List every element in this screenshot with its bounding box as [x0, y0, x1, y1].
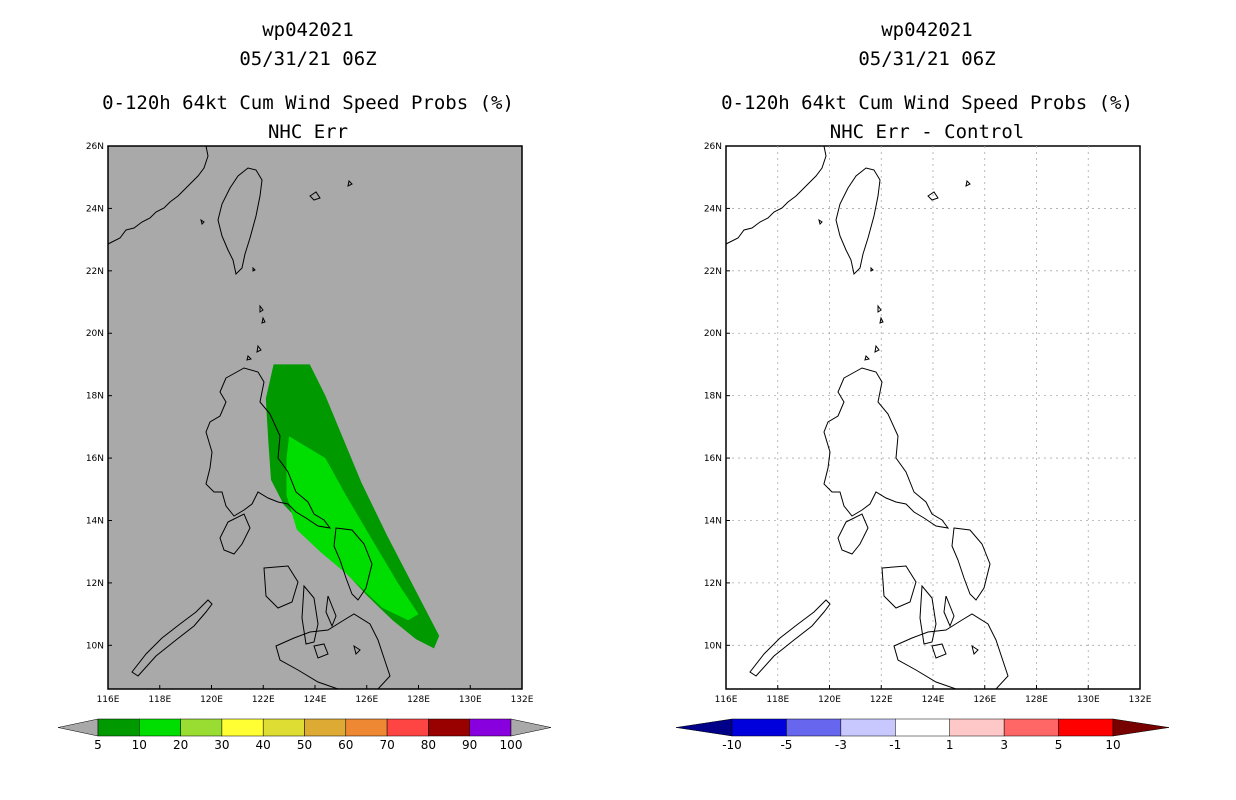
lon-tick-label: 126E: [973, 695, 996, 705]
lon-tick-label: 126E: [355, 695, 378, 705]
lat-tick-label: 16N: [86, 454, 104, 464]
right-gridlines: [726, 146, 1140, 689]
lon-tick-label: 116E: [97, 695, 120, 705]
lon-tick-label: 122E: [870, 695, 893, 705]
lon-tick-label: 120E: [818, 695, 841, 705]
colorbar-over-triangle: [510, 718, 552, 737]
colorbar-under-triangle: [57, 718, 99, 737]
colorbar-label: 40: [256, 738, 271, 752]
colorbar-label: -10: [722, 738, 742, 752]
left-lat-axis: 26N 24N 22N 20N 18N 16N 14N 12N 10N: [86, 142, 112, 651]
colorbar-label: 20: [173, 738, 188, 752]
lon-tick-label: 130E: [459, 695, 482, 705]
lat-tick-label: 26N: [704, 142, 722, 152]
colorbar-swatch: [304, 718, 347, 737]
lon-tick-label: 128E: [407, 695, 430, 705]
colorbar-label: -5: [780, 738, 792, 752]
colorbar-label: 80: [421, 738, 436, 752]
right-lat-axis: 26N 24N 22N 20N 18N 16N 14N 12N 10N: [704, 142, 730, 651]
lon-tick-label: 122E: [252, 695, 275, 705]
colorbar-label: 100: [500, 738, 523, 752]
colorbar-label: -3: [835, 738, 847, 752]
lat-tick-label: 20N: [86, 329, 104, 339]
colorbar-label: 1: [946, 738, 954, 752]
lon-tick-label: 116E: [715, 695, 738, 705]
lon-tick-label: 124E: [304, 695, 327, 705]
lon-tick-label: 130E: [1077, 695, 1100, 705]
lat-tick-label: 12N: [704, 579, 722, 589]
right-subtitle: NHC Err - Control: [829, 121, 1025, 143]
colorbar-label: 70: [379, 738, 394, 752]
lat-tick-label: 26N: [86, 142, 104, 152]
colorbar-label: 30: [214, 738, 229, 752]
lat-tick-label: 10N: [704, 641, 722, 651]
colorbar-swatch: [1058, 718, 1114, 737]
colorbar-swatch: [731, 718, 787, 737]
colorbar-swatch: [180, 718, 223, 737]
left-datetime: 05/31/21 06Z: [239, 48, 377, 70]
left-subtitle: NHC Err: [267, 121, 349, 143]
lon-tick-label: 132E: [511, 695, 534, 705]
right-datetime: 05/31/21 06Z: [858, 48, 996, 70]
lat-tick-label: 12N: [86, 579, 104, 589]
lon-tick-label: 118E: [148, 695, 171, 705]
right-product-title: 0-120h 64kt Cum Wind Speed Probs (%): [721, 92, 1133, 114]
colorbar-label: 60: [338, 738, 353, 752]
colorbar-label: -1: [889, 738, 901, 752]
lon-tick-label: 120E: [200, 695, 223, 705]
colorbar-swatch: [386, 718, 429, 737]
colorbar-swatch: [345, 718, 388, 737]
lat-tick-label: 14N: [704, 516, 722, 526]
colorbar-swatch: [840, 718, 896, 737]
colorbar-swatch: [786, 718, 842, 737]
right-storm-id: wp042021: [881, 19, 973, 41]
left-product-title: 0-120h 64kt Cum Wind Speed Probs (%): [102, 92, 514, 114]
left-lon-axis: 116E 118E 120E 122E 124E 126E 128E 130E 132E: [97, 685, 534, 705]
colorbar-label: 5: [94, 738, 102, 752]
colorbar-label: 10: [132, 738, 147, 752]
colorbar-label: 3: [1000, 738, 1008, 752]
right-lon-axis: 116E 118E 120E 122E 124E 126E 128E 130E 132E: [715, 685, 1152, 705]
colorbar-swatch: [97, 718, 140, 737]
lat-tick-label: 18N: [704, 392, 722, 402]
colorbar-swatch: [895, 718, 950, 737]
lat-tick-label: 20N: [704, 329, 722, 339]
colorbar-swatch: [221, 718, 264, 737]
colorbar-label: 50: [297, 738, 312, 752]
left-storm-id: wp042021: [262, 19, 354, 41]
colorbar-label: 5: [1055, 738, 1063, 752]
lon-tick-label: 128E: [1025, 695, 1048, 705]
colorbar-label: 90: [462, 738, 477, 752]
colorbar-under-triangle: [675, 718, 733, 737]
lon-tick-label: 118E: [766, 695, 789, 705]
colorbar-swatch: [139, 718, 181, 737]
colorbar-swatch: [949, 718, 1005, 737]
left-colorbar: 5 10 20 30 40 50 60 70 80 90 100: [57, 718, 552, 752]
lat-tick-label: 22N: [86, 267, 104, 277]
prob-contour-10-20: [286, 436, 419, 621]
colorbar-swatch: [1003, 718, 1059, 737]
right-map-panel: 26N 24N 22N 20N 18N 16N 14N 12N 10N 116E 118E 120E…: [704, 142, 1152, 705]
lon-tick-label: 124E: [922, 695, 945, 705]
lat-tick-label: 14N: [86, 516, 104, 526]
lat-tick-label: 24N: [86, 204, 104, 214]
colorbar-over-triangle: [1112, 718, 1170, 737]
colorbar-swatch: [428, 718, 470, 737]
right-colorbar: -10 -5 -3 -1 1 3 5 10: [675, 718, 1170, 752]
colorbar-swatch: [469, 718, 512, 737]
colorbar-swatch: [262, 718, 305, 737]
left-map-panel: 26N 24N 22N 20N 18N 16N 14N 12N 10N 116E 118E 120E…: [86, 142, 534, 705]
lat-tick-label: 16N: [704, 454, 722, 464]
colorbar-label: 10: [1105, 738, 1120, 752]
lon-tick-label: 132E: [1129, 695, 1152, 705]
lat-tick-label: 10N: [86, 641, 104, 651]
lat-tick-label: 18N: [86, 392, 104, 402]
lat-tick-label: 22N: [704, 267, 722, 277]
lat-tick-label: 24N: [704, 204, 722, 214]
